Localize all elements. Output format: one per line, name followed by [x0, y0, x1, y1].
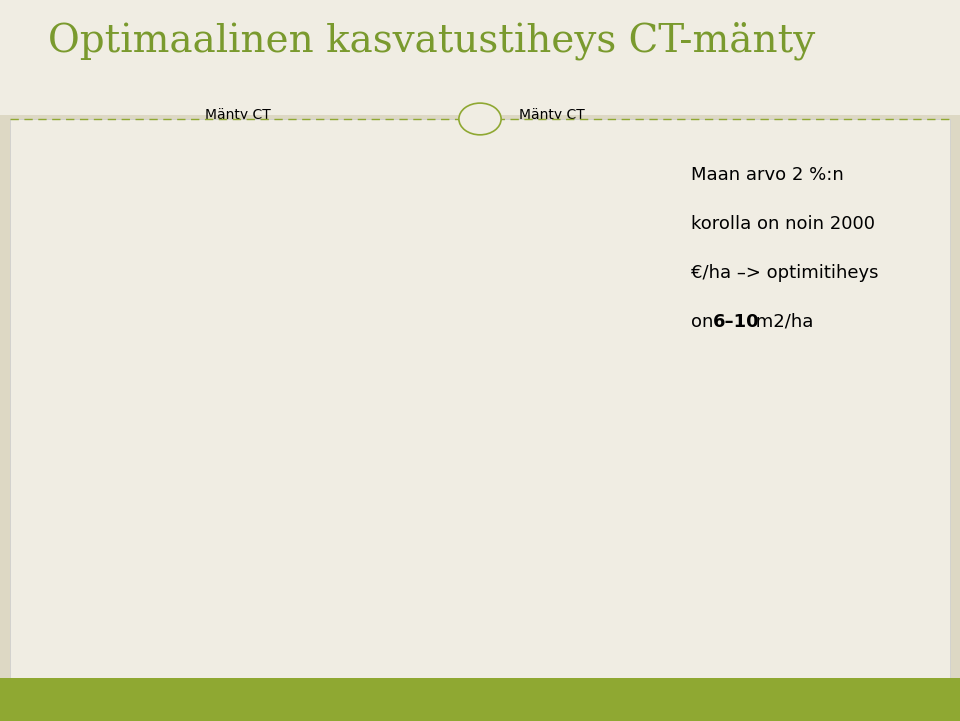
Text: Optimaalinen kasvatustiheys CT-mänty: Optimaalinen kasvatustiheys CT-mänty: [48, 22, 815, 60]
Text: Maan arvo 2 %:n: Maan arvo 2 %:n: [691, 166, 844, 184]
Title: Mänty CT Varttunut: Mänty CT Varttunut: [484, 380, 620, 394]
Text: korolla on noin 2000: korolla on noin 2000: [691, 215, 876, 233]
Title: Mänty CT: Mänty CT: [204, 108, 271, 123]
Y-axis label: POT, %: POT, %: [396, 509, 406, 549]
Text: on: on: [691, 313, 719, 331]
Y-axis label: Kasvu, m3/ha vuodessa: Kasvu, m3/ha vuodessa: [23, 190, 34, 322]
Y-axis label: Arvokasvu, €/ha vuodessa: Arvokasvu, €/ha vuodessa: [394, 182, 403, 329]
Text: 6–10: 6–10: [713, 313, 760, 331]
Legend: Nuori, Varttunut: Nuori, Varttunut: [574, 346, 661, 380]
Y-axis label: POT, %: POT, %: [23, 509, 34, 549]
X-axis label: PPA: PPA: [227, 685, 249, 698]
Legend: 1000 €/ha, 2000 €/ha, 4000 €/ha: 1000 €/ha, 2000 €/ha, 4000 €/ha: [326, 404, 417, 454]
Legend: 1 000 €, 2 000 €, 4 000 €: 1 000 €, 2 000 €, 4 000 €: [585, 404, 661, 454]
Legend: Nuori, Varttunut: Nuori, Varttunut: [329, 346, 417, 380]
X-axis label: PPA: PPA: [540, 685, 564, 698]
Title: Mänty CT: Mänty CT: [519, 108, 585, 123]
X-axis label: PPA: PPA: [227, 411, 249, 424]
X-axis label: PPA: PPA: [540, 411, 564, 424]
Text: m2/ha: m2/ha: [750, 313, 813, 331]
Title: Mänty CT Nuori: Mänty CT Nuori: [184, 380, 291, 394]
Text: €/ha –> optimitiheys: €/ha –> optimitiheys: [691, 264, 878, 282]
